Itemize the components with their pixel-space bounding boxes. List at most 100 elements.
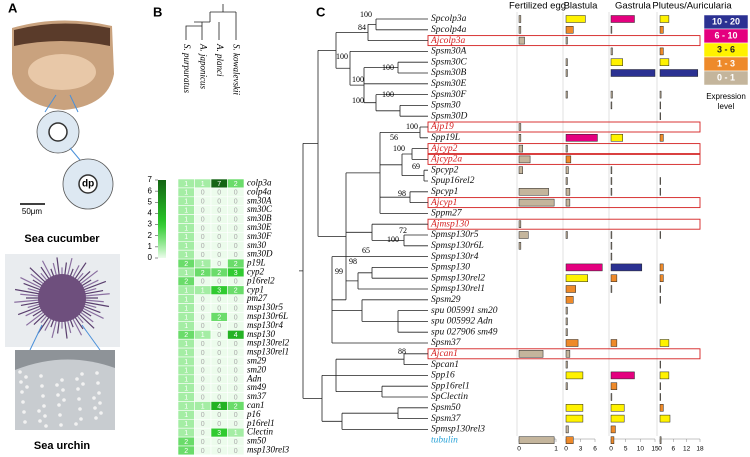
cell-value: 0 (217, 394, 221, 401)
expression-bar (659, 15, 670, 23)
bootstrap-value: 99 (335, 267, 343, 276)
expression-bar (610, 274, 618, 282)
urchin-body (38, 274, 86, 322)
expression-bar (518, 166, 523, 174)
cell-value: 0 (201, 359, 205, 366)
gene-label: Spcan1 (431, 360, 459, 370)
expression-bar (565, 425, 569, 434)
expression-bar (518, 123, 522, 131)
cell-value: 1 (184, 314, 188, 321)
expression-bar (610, 339, 618, 347)
cell-value: 0 (201, 279, 205, 286)
cell-value: 0 (217, 368, 221, 375)
cell-value: 0 (217, 332, 221, 339)
species-label: S. kowalevskii (232, 44, 242, 95)
gene-label: Adn (246, 373, 262, 383)
gene-label: spu 005992 Adn (431, 317, 493, 327)
highlight-box (427, 121, 701, 133)
gene-label: spu 005991 sm20 (431, 306, 498, 316)
panel-a-art (5, 20, 120, 430)
cell-value: 0 (201, 430, 205, 437)
ossicle-center (48, 122, 68, 142)
bootstrap-value: 100 (360, 10, 372, 19)
tubercle (23, 420, 27, 424)
gene-label: Spp19L (431, 133, 460, 143)
expression-bar (610, 188, 613, 196)
gene-label: sm30E (247, 222, 272, 232)
tubercle (78, 407, 82, 411)
cell-value: 0 (201, 252, 205, 259)
connector (44, 94, 57, 113)
cell-value: 0 (201, 385, 205, 392)
tubercle (74, 422, 78, 426)
cell-value: 2 (234, 261, 238, 268)
expression-bar (610, 414, 625, 423)
species-caption: Sea urchin (34, 440, 91, 452)
tubercle (40, 384, 44, 388)
cell-value: 1 (234, 430, 238, 437)
tubercle (19, 380, 23, 384)
highlight-box (427, 143, 701, 155)
cell-value: 0 (234, 207, 238, 214)
cell-value: 0 (234, 350, 238, 357)
expression-bar (565, 155, 572, 164)
expression-bar (659, 69, 699, 77)
expression-bar (518, 231, 529, 239)
cell-value: 0 (217, 359, 221, 366)
cucumber-photo-dark (14, 23, 110, 46)
expression-bar (610, 26, 613, 34)
expression-bar (518, 350, 544, 358)
gene-label: Spmsp130r4 (431, 252, 479, 262)
tubercle (42, 404, 46, 408)
gene-label: p16 (246, 409, 261, 419)
expression-bar (518, 188, 549, 196)
phylogeny (299, 18, 428, 430)
connector (81, 324, 101, 351)
gene-label: sm30C (247, 204, 273, 214)
expression-bar (659, 393, 661, 401)
cell-value: 0 (217, 305, 221, 312)
legend-label: 0 - 1 (717, 72, 735, 82)
cell-value: 1 (184, 305, 188, 312)
expression-bar (659, 112, 661, 120)
cell-value: 1 (184, 216, 188, 223)
tubercle (37, 409, 41, 413)
cell-value: 0 (217, 439, 221, 446)
expression-bar (565, 371, 584, 380)
tubercle (44, 424, 48, 428)
gene-label: Spcolp3a (431, 14, 467, 24)
cell-value: 1 (184, 350, 188, 357)
cell-value: 0 (201, 350, 205, 357)
tubercle (93, 406, 97, 410)
expression-bar (659, 47, 664, 56)
cell-value: 0 (201, 448, 205, 455)
expression-bar (659, 414, 671, 423)
tubercle (80, 372, 84, 376)
gene-label: p19L (246, 258, 266, 268)
tubercle (24, 375, 28, 379)
expression-bar (610, 15, 635, 23)
cell-value: 0 (217, 216, 221, 223)
gene-label: p16rel2 (246, 275, 275, 285)
cell-value: 0 (217, 279, 221, 286)
expression-bar (659, 263, 664, 272)
cell-value: 1 (184, 377, 188, 384)
expression-bar (610, 242, 613, 250)
cell-value: 2 (217, 270, 221, 277)
stage-header: Pluteus/Auricularia (652, 1, 732, 12)
cell-value: 1 (184, 181, 188, 188)
expression-bar (565, 350, 571, 358)
highlight-box (427, 197, 701, 209)
cell-value: 1 (184, 270, 188, 277)
cell-value: 0 (217, 421, 221, 428)
tubercle (81, 382, 85, 386)
stage-tick-label: 0 (564, 446, 568, 453)
expression-bar (565, 306, 568, 315)
stage-tick-label: 0 (517, 446, 521, 453)
tubercle (18, 370, 22, 374)
expression-bar (610, 285, 613, 293)
expression-bar (610, 436, 615, 444)
tubercle (41, 394, 45, 398)
cell-value: 0 (217, 252, 221, 259)
tubercle (57, 403, 61, 407)
